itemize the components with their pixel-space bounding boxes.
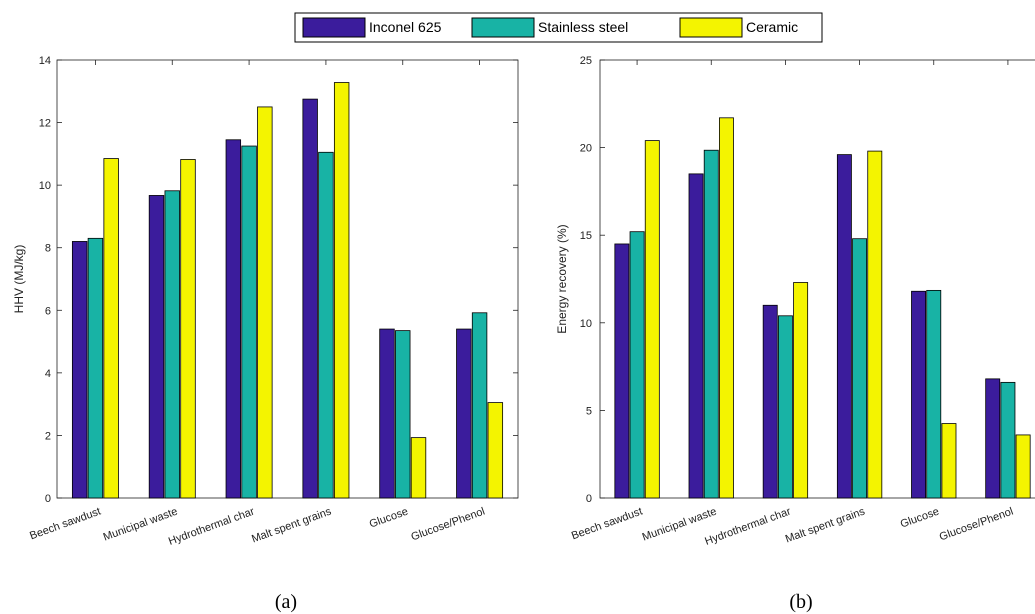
bar-stainless-steel-glucose: [926, 289, 942, 499]
bar-stainless-steel-hydrothermal-char: [241, 145, 257, 499]
legend-swatch-ceramic: [679, 17, 743, 38]
y-tick-label: 4: [45, 368, 51, 380]
y-tick-label: 20: [580, 143, 592, 155]
bar-inconel-625-hydrothermal-char: [225, 139, 242, 499]
bar-ceramic-glucose: [410, 437, 427, 499]
x-tick-label: Malt spent grains: [784, 505, 867, 545]
x-tick-label: Hydrothermal char: [703, 505, 792, 547]
y-axis-title: HHV (MJ/kg): [12, 245, 26, 314]
y-tick-label: 10: [580, 318, 592, 330]
y-tick-label: 0: [586, 493, 592, 505]
bar-ceramic-malt-spent-grains: [333, 82, 350, 499]
bar-stainless-steel-beech-sawdust: [87, 237, 104, 499]
x-tick-label: Glucose: [368, 506, 410, 531]
bar-stainless-steel-glucose-phenol: [1000, 381, 1016, 499]
x-tick-label: Hydrothermal char: [167, 505, 256, 547]
y-tick-label: 25: [580, 55, 592, 67]
bar-stainless-steel-glucose-phenol: [471, 312, 488, 499]
x-tick-label: Malt spent grains: [250, 505, 333, 545]
bar-ceramic-hydrothermal-char: [793, 282, 809, 499]
plot-area: [56, 59, 519, 499]
legend-label-ceramic: Ceramic: [746, 19, 798, 35]
plot-area: [599, 59, 1035, 499]
y-tick-label: 6: [45, 305, 51, 317]
legend-label-stainless: Stainless steel: [538, 19, 628, 35]
bar-stainless-steel-municipal-waste: [164, 190, 180, 499]
bar-ceramic-malt-spent-grains: [867, 150, 883, 499]
bar-inconel-625-glucose-phenol: [985, 378, 1001, 499]
bar-inconel-625-hydrothermal-char: [762, 304, 778, 499]
legend-swatch-inconel: [302, 17, 366, 38]
bar-ceramic-municipal-waste: [719, 117, 734, 499]
bar-stainless-steel-municipal-waste: [703, 149, 719, 499]
legend-label-inconel: Inconel 625: [369, 19, 442, 35]
y-axis-title: Energy recovery (%): [555, 224, 569, 333]
bar-inconel-625-beech-sawdust: [71, 241, 88, 499]
x-tick-label: Glucose: [899, 506, 941, 531]
bar-inconel-625-municipal-waste: [688, 173, 704, 499]
panel-label-a: (a): [275, 591, 297, 613]
bar-ceramic-municipal-waste: [180, 159, 196, 499]
bar-stainless-steel-hydrothermal-char: [777, 315, 793, 499]
bar-inconel-625-municipal-waste: [148, 195, 165, 499]
bar-stainless-steel-beech-sawdust: [629, 231, 645, 499]
x-tick-label: Glucose/Phenol: [938, 506, 1015, 544]
y-tick-label: 15: [580, 230, 592, 242]
bar-ceramic-hydrothermal-char: [257, 106, 273, 499]
bar-ceramic-glucose: [941, 423, 957, 499]
bar-inconel-625-glucose: [911, 290, 926, 499]
legend-swatch-stainless: [471, 17, 535, 38]
bar-inconel-625-malt-spent-grains: [302, 98, 318, 499]
bar-stainless-steel-malt-spent-grains: [318, 151, 334, 499]
bar-inconel-625-beech-sawdust: [614, 243, 630, 499]
x-tick-label: Beech sawdust: [28, 506, 102, 543]
bar-inconel-625-glucose-phenol: [456, 328, 472, 499]
x-tick-label: Beech sawdust: [570, 506, 644, 543]
bar-inconel-625-glucose: [379, 328, 395, 499]
chart-energy-recovery: 0 5 10 15 20 25 Energy recovery (%) Beech sawdu…: [555, 55, 1035, 548]
panel-label-b: (b): [789, 591, 812, 613]
legend: Inconel 625 Stainless steel Ceramic: [294, 12, 823, 43]
y-tick-label: 10: [39, 180, 51, 192]
bar-ceramic-beech-sawdust: [644, 140, 660, 499]
x-tick-label: Glucose/Phenol: [410, 506, 487, 544]
y-tick-label: 2: [45, 430, 51, 442]
y-tick-label: 14: [39, 55, 51, 67]
y-tick-label: 5: [586, 405, 592, 417]
bar-ceramic-beech-sawdust: [103, 158, 119, 499]
bar-ceramic-glucose-phenol: [1015, 434, 1031, 499]
bar-stainless-steel-malt-spent-grains: [852, 238, 868, 499]
bar-inconel-625-malt-spent-grains: [836, 154, 852, 499]
bar-stainless-steel-glucose: [395, 330, 411, 499]
bar-ceramic-glucose-phenol: [487, 402, 504, 499]
y-tick-label: 0: [45, 493, 51, 505]
y-tick-label: 8: [45, 243, 51, 255]
y-tick-label: 12: [39, 118, 51, 130]
